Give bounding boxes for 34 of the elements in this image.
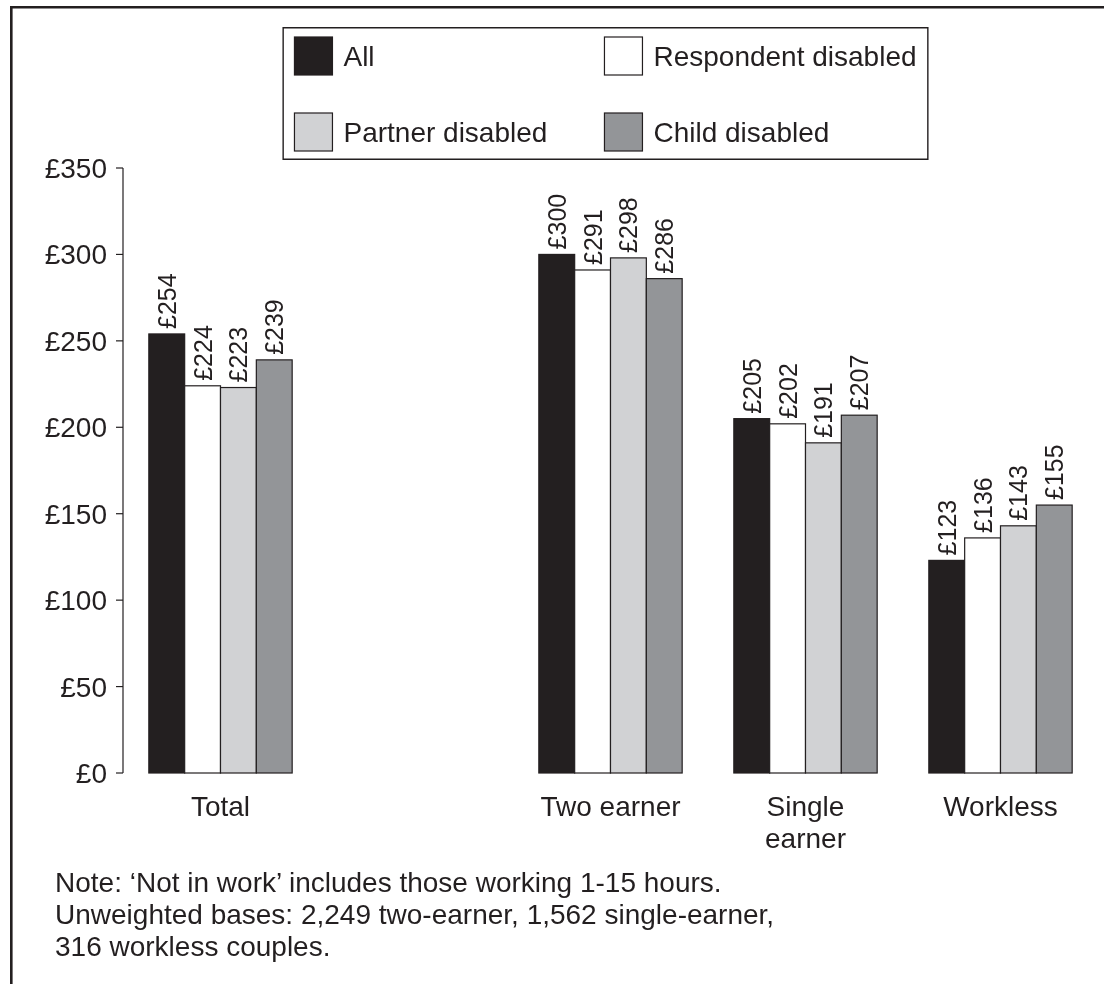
legend-label: All [343, 40, 375, 72]
text: Note: ‘Not in work’ includes those working 1-15 hours. [55, 866, 722, 898]
y-tick-label: £250 [44, 325, 107, 357]
data-label: £254 [152, 273, 181, 329]
data-label: £123 [932, 499, 961, 556]
x-tick-label: Total [190, 790, 251, 822]
data-label: £136 [968, 477, 997, 533]
x-tick-label: Workless [943, 790, 1058, 822]
data-label: £155 [1040, 444, 1069, 501]
y-tick-label: £0 [75, 757, 107, 789]
y-tick-label: £300 [44, 238, 107, 270]
x-tick-label: Single earner [765, 790, 846, 854]
legend-label: Child disabled [653, 116, 830, 148]
y-tick-label: £100 [44, 584, 107, 616]
data-label: £224 [188, 325, 217, 381]
data-label: £207 [845, 354, 874, 411]
data-label: £223 [224, 326, 253, 383]
y-tick-label: £200 [44, 411, 107, 443]
legend-label: Partner disabled [343, 116, 548, 148]
y-tick-label: £50 [60, 671, 107, 703]
data-label: £202 [773, 363, 802, 419]
legend-label: Respondent disabled [653, 40, 917, 72]
data-label: £205 [737, 358, 766, 414]
x-tick-label: Two earner [540, 790, 681, 822]
y-tick-label: £350 [44, 152, 107, 184]
data-label: £239 [260, 299, 289, 355]
data-label: £298 [614, 197, 643, 253]
data-label: £291 [578, 209, 607, 265]
data-label: £143 [1004, 465, 1033, 521]
data-label: £300 [542, 193, 571, 250]
y-tick-label: £150 [44, 498, 107, 530]
text: Unweighted bases: 2,249 two-earner, 1,562 single-earner, 316 workless couples. [55, 898, 775, 962]
data-label: £286 [650, 218, 679, 274]
data-label: £191 [809, 382, 838, 438]
